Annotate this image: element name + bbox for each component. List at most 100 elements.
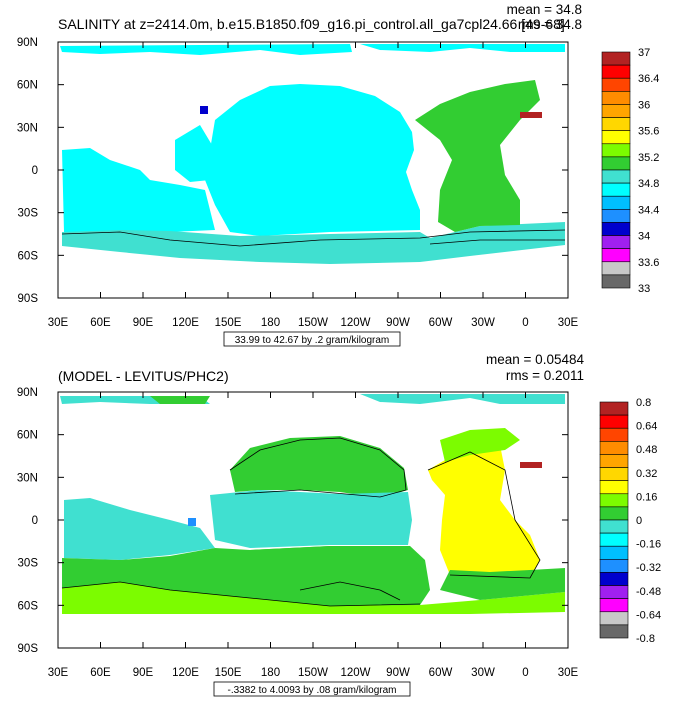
colorbar-swatch bbox=[601, 248, 631, 263]
colorbar-swatch bbox=[599, 414, 629, 429]
ocean-region-mediterranean bbox=[520, 112, 542, 118]
ocean-field bbox=[60, 44, 565, 264]
ocean-region-arctic-east bbox=[360, 394, 565, 404]
y-tick-label: 0 bbox=[32, 515, 38, 527]
colorbar-swatch bbox=[599, 467, 629, 481]
colorbar-swatch bbox=[599, 624, 629, 639]
colorbar-swatch bbox=[599, 598, 629, 613]
colorbar-swatch bbox=[601, 156, 631, 171]
ocean-region-far-south bbox=[62, 582, 565, 614]
colorbar-label: -0.16 bbox=[636, 539, 661, 551]
colorbar-swatch bbox=[601, 143, 631, 158]
x-tick-label: 30E bbox=[558, 317, 579, 329]
ocean-region-arctic-east bbox=[360, 44, 565, 52]
colorbar-label: 33.6 bbox=[638, 257, 659, 269]
colorbar-swatch bbox=[601, 169, 631, 184]
colorbar-swatch bbox=[599, 559, 629, 573]
contour-line bbox=[61, 581, 421, 607]
salinity-panel: SALINITY at z=2414.0m, b.e15.B1850.f09_g… bbox=[17, 2, 659, 347]
colorbar-swatch bbox=[599, 441, 629, 455]
x-tick-label: 150E bbox=[215, 317, 242, 329]
y-tick-label: 60S bbox=[18, 250, 39, 262]
mean-stat: mean = 34.8 bbox=[507, 2, 582, 17]
colorbar-label: 0.64 bbox=[636, 421, 657, 433]
ocean-region-southern bbox=[62, 222, 565, 264]
colorbar-swatch bbox=[601, 209, 631, 223]
contour-lines bbox=[61, 229, 566, 247]
mean-stat: mean = 0.05484 bbox=[486, 352, 584, 367]
x-axis: 30E 60E 90E 120E 150E 180 150W 120W 90W 60W 30W 0 30… bbox=[48, 392, 579, 679]
x-tick-label: 120W bbox=[340, 667, 370, 679]
x-tick-label: 30E bbox=[48, 317, 69, 329]
colorbar-label: 34.4 bbox=[638, 204, 659, 216]
y-tick-label: 30S bbox=[18, 208, 39, 220]
x-tick-label: 150E bbox=[215, 667, 242, 679]
y-tick-label: 60S bbox=[18, 600, 39, 612]
y-tick-label: 30N bbox=[17, 472, 38, 484]
y-tick-label: 60N bbox=[17, 430, 38, 442]
ocean-region-arctic-green bbox=[150, 396, 210, 404]
colorbar-label: 0.8 bbox=[636, 397, 651, 409]
x-tick-label: 60W bbox=[429, 317, 453, 329]
colorbar-label: 36.4 bbox=[638, 73, 659, 85]
ocean-region-north-pacific bbox=[230, 436, 408, 498]
colorbar-label: 35.6 bbox=[638, 126, 659, 138]
colorbar-label: -0.8 bbox=[636, 633, 655, 645]
x-tick-label: 60W bbox=[429, 667, 453, 679]
x-tick-label: 30W bbox=[471, 667, 495, 679]
y-axis: 90N 60N 30N 0 30S 60S 90S bbox=[17, 387, 568, 655]
ocean-region-mediterranean bbox=[520, 462, 542, 468]
ocean-region-north-atlantic bbox=[440, 428, 520, 462]
colorbar-label: 0.48 bbox=[636, 444, 657, 456]
x-tick-label: 180 bbox=[261, 317, 280, 329]
ocean-region-south-pacific bbox=[250, 546, 420, 605]
contour-line bbox=[299, 581, 401, 601]
contour-line bbox=[429, 239, 565, 245]
x-tick-label: 180 bbox=[261, 667, 280, 679]
range-label: -.3382 to 4.0093 by .08 gram/kilogram bbox=[228, 685, 397, 696]
colorbar-label: 34.8 bbox=[638, 178, 659, 190]
rms-stat: rms = 0.2011 bbox=[506, 368, 584, 383]
colorbar-label: 37 bbox=[638, 47, 650, 59]
colorbar-label: -0.64 bbox=[636, 609, 661, 621]
ocean-region-tropical-pacific bbox=[210, 490, 412, 548]
contour-line bbox=[61, 229, 566, 247]
colorbar-swatch bbox=[599, 427, 629, 442]
x-tick-label: 0 bbox=[522, 317, 528, 329]
colorbar-swatch bbox=[601, 130, 631, 145]
x-tick-label: 150W bbox=[298, 317, 328, 329]
y-axis: 90N 60N 30N 0 30S 60S 90S bbox=[17, 37, 568, 305]
x-tick-label: 60E bbox=[90, 317, 111, 329]
x-tick-label: 120E bbox=[172, 317, 199, 329]
rms-stat: rms = 34.8 bbox=[518, 17, 582, 32]
contour-line bbox=[229, 437, 407, 498]
x-tick-label: 30W bbox=[471, 317, 495, 329]
colorbar: 37 36.4 36 35.6 35.2 34.8 34.4 34 33.6 33 bbox=[601, 47, 659, 295]
colorbar-swatch bbox=[599, 585, 629, 599]
difference-panel: (MODEL - LEVITUS/PHC2) mean = 0.05484 rm… bbox=[17, 352, 661, 697]
x-tick-label: 90W bbox=[386, 667, 410, 679]
ocean-region-indian bbox=[62, 148, 215, 236]
colorbar-swatch bbox=[599, 532, 629, 547]
x-tick-label: 60E bbox=[90, 667, 111, 679]
y-tick-label: 90N bbox=[17, 37, 38, 49]
x-tick-label: 0 bbox=[522, 667, 528, 679]
x-tick-label: 30E bbox=[48, 667, 69, 679]
colorbar-swatch bbox=[599, 493, 629, 508]
colorbar-swatch bbox=[601, 261, 631, 276]
colorbar-swatch bbox=[601, 91, 631, 105]
colorbar-label: 33 bbox=[638, 283, 650, 295]
colorbar-label: -0.32 bbox=[636, 562, 661, 574]
y-tick-label: 90N bbox=[17, 387, 38, 399]
contour-lines bbox=[61, 437, 541, 607]
range-label-box: -.3382 to 4.0093 by .08 gram/kilogram bbox=[213, 681, 411, 697]
range-label: 33.99 to 42.67 by .2 gram/kilogram bbox=[235, 335, 390, 346]
colorbar-swatch bbox=[601, 195, 631, 210]
colorbar-swatch bbox=[599, 506, 629, 521]
colorbar-label: 36 bbox=[638, 99, 650, 111]
colorbar-swatch bbox=[601, 222, 631, 236]
y-tick-label: 30N bbox=[17, 122, 38, 134]
colorbar-label: 0.16 bbox=[636, 491, 657, 503]
colorbar: 0.8 0.64 0.48 0.32 0.16 0 -0.16 -0.32 -0.48 -0.64… bbox=[599, 397, 661, 645]
